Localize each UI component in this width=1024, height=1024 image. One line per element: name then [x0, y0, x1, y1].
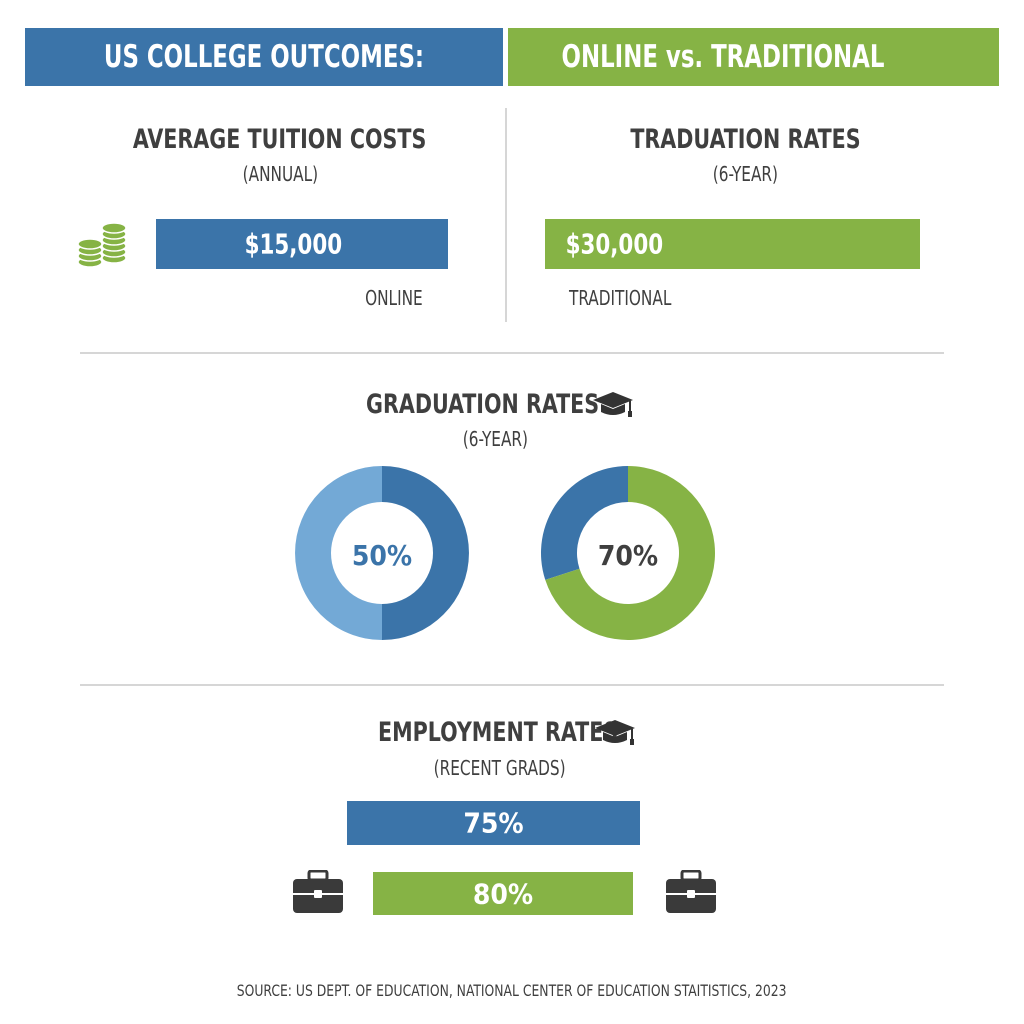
employment-bar-online: 75%: [347, 801, 640, 845]
section-rule-1: [80, 352, 944, 354]
tuition-category-traditional: TRADITIONAL: [569, 286, 672, 310]
employment-bar-traditional-label: 80%: [472, 877, 534, 910]
graduation-title: GRADUATION RATES: [366, 389, 600, 420]
tuition-title: AVERAGE TUITION COSTS: [133, 124, 427, 155]
briefcase-icon: [293, 870, 343, 913]
tuition-bar-online: $15,000: [156, 219, 448, 269]
tuition-bar-online-label: $15,000: [244, 227, 343, 261]
employment-subtitle: (RECENT GRADS): [434, 756, 566, 780]
graduation-subtitle: (6-YEAR): [462, 427, 528, 451]
tuition-bar-traditional: $30,000: [545, 219, 920, 269]
donut-online: 50%: [295, 466, 469, 640]
employment-bar-traditional: 80%: [373, 872, 633, 915]
traduation-title: TRADUATION RATES: [629, 124, 861, 155]
employment-bar-online-label: 75%: [463, 806, 524, 840]
vertical-divider: [505, 108, 507, 322]
header-right-text: ONLINE vs. TRADITIONAL: [561, 39, 885, 75]
graduation-cap-icon: [593, 392, 633, 417]
traduation-subtitle: (6-YEAR): [712, 162, 778, 186]
donut-traditional-rest: [541, 466, 628, 580]
header-left-text: US COLLEGE OUTCOMES:: [103, 39, 425, 75]
donut-traditional-label: 70%: [598, 539, 658, 572]
header-left-banner: US COLLEGE OUTCOMES:: [25, 28, 503, 86]
tuition-subtitle: (ANNUAL): [242, 162, 318, 186]
donut-online-label: 50%: [352, 539, 412, 572]
tuition-category-online: ONLINE: [365, 286, 423, 310]
donut-traditional: 70%: [541, 466, 715, 640]
tuition-bar-traditional-label: $30,000: [565, 227, 664, 261]
section-rule-2: [80, 684, 944, 686]
graduation-cap-icon-2: [595, 720, 635, 745]
coin-stack-icon: [77, 222, 127, 268]
donut-traditional-slice: [545, 466, 715, 640]
header-right-banner: ONLINE vs. TRADITIONAL: [508, 28, 999, 86]
donut-online-slice: [382, 466, 469, 640]
donut-online-rest: [295, 466, 382, 640]
source-note: SOURCE: US DEPT. OF EDUCATION, NATIONAL …: [237, 981, 787, 1000]
briefcase-icon-right: [666, 870, 716, 913]
employment-title: EMPLOYMENT RATES: [378, 717, 619, 748]
